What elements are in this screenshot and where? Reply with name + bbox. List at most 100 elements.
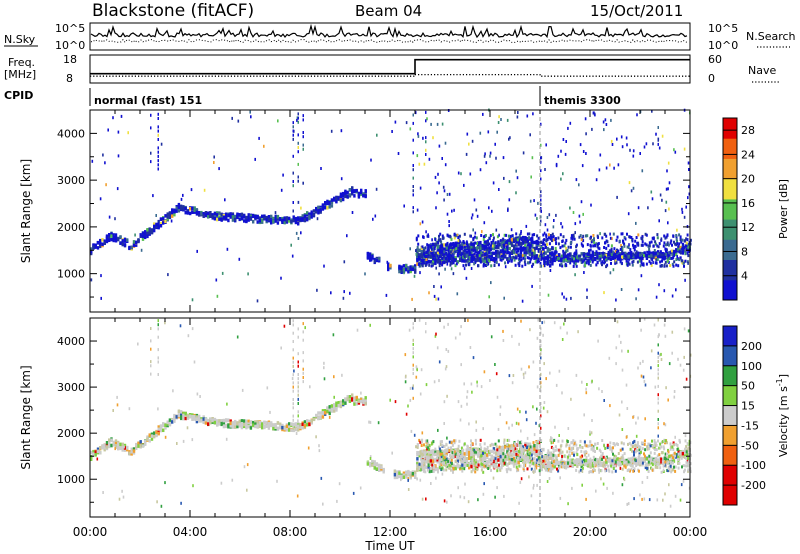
rti-cell <box>515 452 518 456</box>
rti-cell <box>650 460 653 465</box>
rti-cell <box>609 257 613 261</box>
rti-cell <box>495 452 498 456</box>
rti-cell <box>409 265 412 269</box>
rti-cell <box>517 460 520 465</box>
rti-cell <box>636 443 639 447</box>
rti-cell <box>541 468 543 472</box>
rti-cell <box>119 235 122 239</box>
rti-cell <box>539 261 542 265</box>
rti-cell <box>514 447 517 451</box>
rti-cell <box>529 451 532 455</box>
rti-cell <box>610 253 613 257</box>
rti-cell <box>462 460 465 464</box>
noise-sky-line <box>90 23 688 39</box>
rti-cell <box>300 231 302 235</box>
rti-cell <box>234 422 237 426</box>
rti-cell <box>551 459 554 463</box>
rti-cell <box>665 249 667 253</box>
rti-cell <box>333 406 336 410</box>
rti-cell <box>168 215 172 220</box>
rti-cell <box>658 255 661 259</box>
rti-cell <box>427 453 430 457</box>
rti-cell <box>526 248 529 252</box>
rti-cell <box>419 468 422 472</box>
rti-cell <box>574 259 577 263</box>
rti-cell <box>548 242 551 246</box>
rti-cell <box>436 467 439 471</box>
rti-cell <box>290 422 293 426</box>
rti-cell <box>530 467 533 471</box>
rti-cell <box>544 456 547 461</box>
rti-cell <box>123 443 127 448</box>
rti-cell <box>612 452 614 456</box>
rti-cell <box>517 439 520 443</box>
rti-cell <box>301 422 304 427</box>
rti-cell <box>612 252 614 256</box>
rti-cell <box>263 420 266 425</box>
rti-cell <box>492 443 495 447</box>
rti-cell <box>593 463 596 467</box>
rti-cell <box>351 211 354 214</box>
rti-cell <box>474 467 477 471</box>
rti-cell <box>180 197 183 201</box>
rti-cell <box>566 248 569 252</box>
rti-cell <box>625 458 628 463</box>
rti-cell <box>625 256 628 261</box>
rti-cell <box>184 206 187 211</box>
rti-cell <box>328 405 331 409</box>
rti-cell <box>665 187 668 191</box>
rti-cell <box>148 433 151 437</box>
rti-cell <box>508 253 511 258</box>
rti-cell <box>556 467 558 471</box>
rti-cell <box>245 219 248 224</box>
rti-cell <box>431 263 434 267</box>
rti-cell <box>339 192 343 196</box>
rti-cell <box>655 448 658 452</box>
rti-cell <box>132 451 136 455</box>
rti-cell <box>592 469 594 473</box>
rti-cell <box>423 451 426 455</box>
rti-cell <box>216 422 219 426</box>
rti-cell <box>621 247 624 251</box>
rti-cell <box>566 457 569 461</box>
rti-cell <box>484 234 487 237</box>
rti-cell <box>483 450 487 455</box>
rti-cell <box>626 469 629 472</box>
rti-cell <box>524 240 527 244</box>
date-title: 15/Oct/2011 <box>590 2 683 20</box>
rti-streak <box>157 159 159 163</box>
rti-cell <box>523 251 526 255</box>
rti-cell <box>416 457 419 461</box>
rti-cell <box>267 421 271 426</box>
rti-cell <box>342 197 345 202</box>
rti-cell <box>533 457 536 461</box>
rti-cell <box>419 450 422 454</box>
rti-cell <box>657 439 659 443</box>
rti-cell <box>501 447 505 451</box>
rti-cell <box>168 418 172 422</box>
rti-cell <box>460 446 463 450</box>
rti-cell <box>99 244 102 249</box>
rti-cell <box>117 237 120 242</box>
rti-cell <box>436 191 438 195</box>
rti-cell <box>297 237 300 240</box>
rti-cell <box>452 470 454 474</box>
rti-cell <box>444 449 447 452</box>
rti-cell <box>400 269 403 273</box>
rti-cell <box>626 245 629 249</box>
rti-cell <box>486 445 489 449</box>
rti-cell <box>193 416 196 421</box>
rti-cell <box>153 228 156 233</box>
rti-cell <box>173 210 176 214</box>
rti-cell <box>202 417 205 421</box>
rti-cell <box>643 145 646 149</box>
rti-cell <box>554 448 557 452</box>
rti-cell <box>330 406 334 411</box>
rti-cell <box>659 250 662 254</box>
rti-cell <box>506 251 509 255</box>
rti-cell <box>656 233 659 237</box>
rti-cell <box>482 451 484 455</box>
rti-cell <box>668 454 671 458</box>
rti-cell <box>547 233 550 237</box>
rti-cell <box>656 236 659 240</box>
